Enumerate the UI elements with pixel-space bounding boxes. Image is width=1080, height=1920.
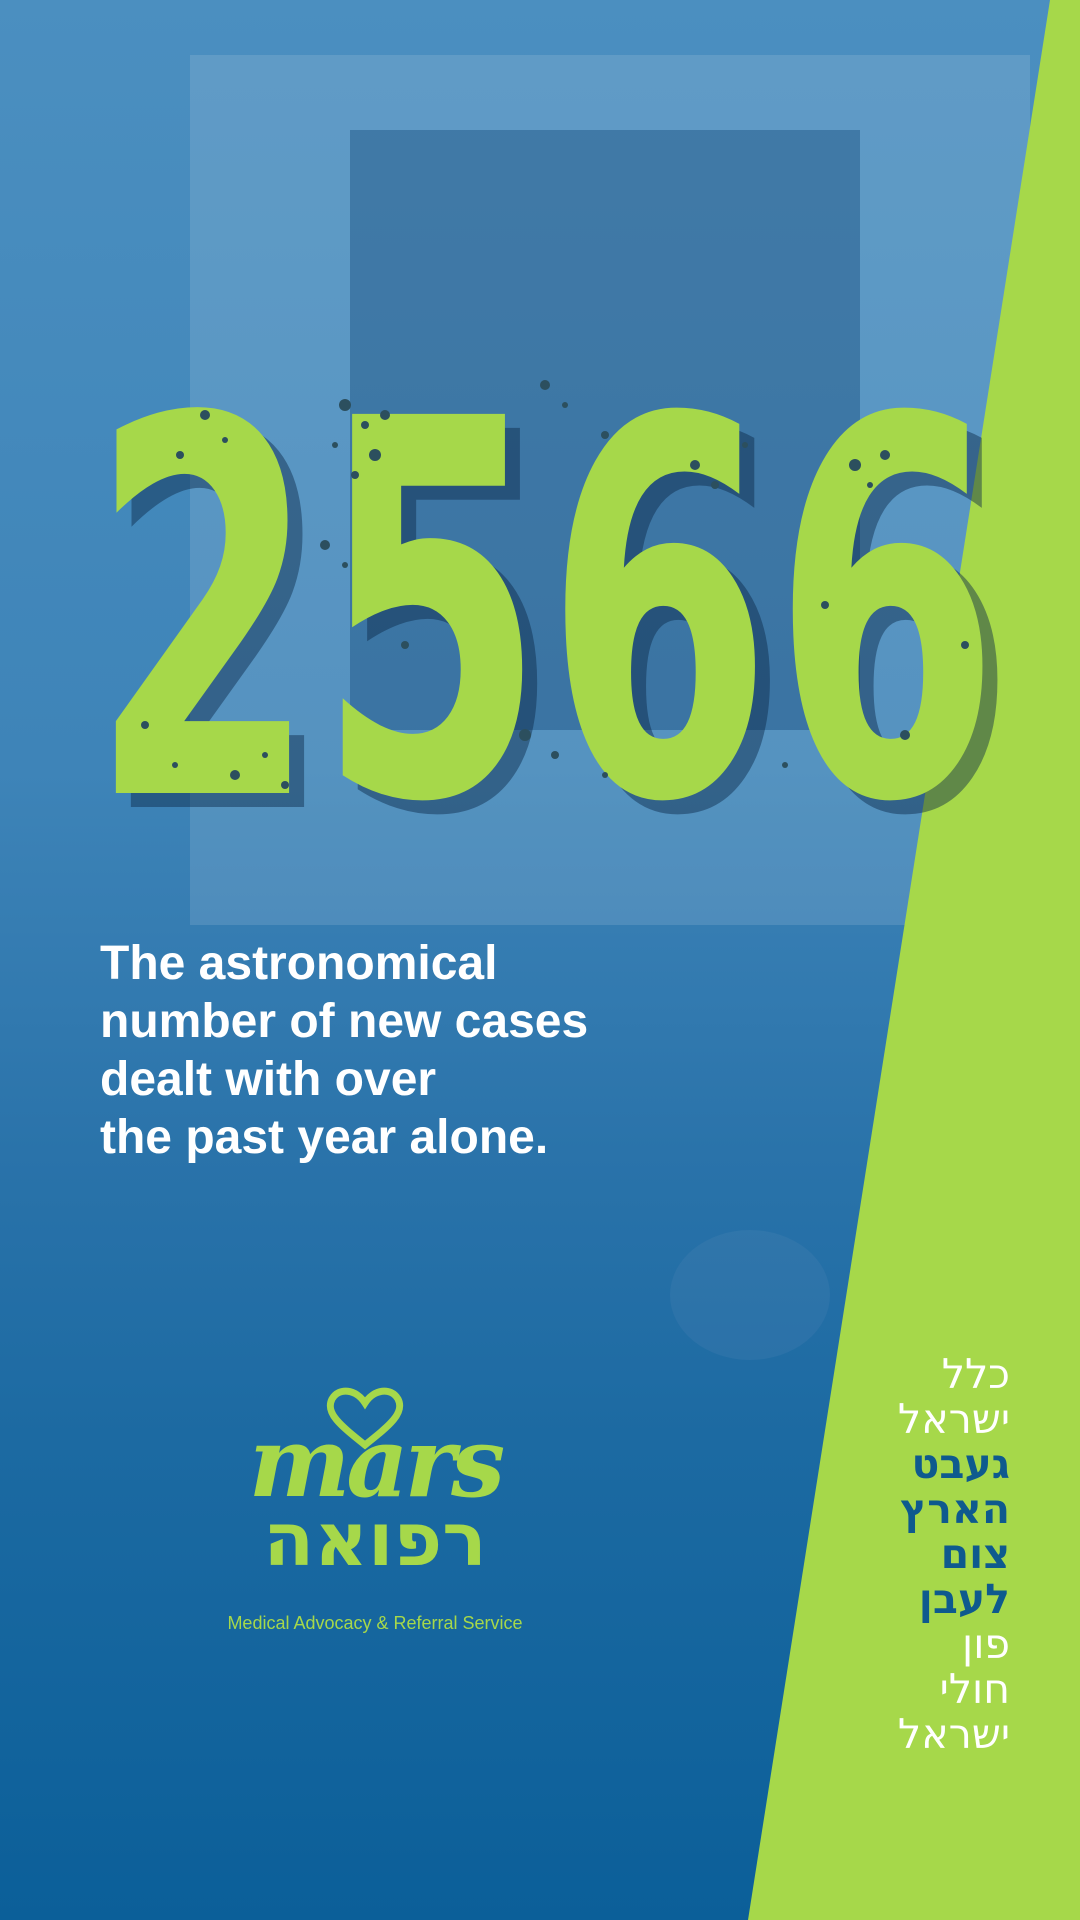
xray-lightbox [190, 55, 1030, 925]
caption-line: number of new cases [100, 995, 589, 1048]
logo-tagline: Medical Advocacy & Referral Service [227, 1613, 523, 1633]
slogan-line: ישראל [897, 1710, 1010, 1758]
brain-scan-film [350, 130, 860, 730]
headline-number: 2566 [90, 310, 1000, 916]
slogan-line: הארץ [900, 1485, 1010, 1533]
hebrew-slogan: כלל ישראל געבט הארץ צום לעבן פון חולי יש… [810, 1352, 1010, 1757]
caption-line: the past year alone. [100, 1111, 549, 1164]
slogan-line: ישראל [897, 1395, 1010, 1443]
slogan-line: לעבן [918, 1575, 1010, 1623]
headline-number-graphic: 2566 2566 [90, 310, 1015, 930]
slogan-line: כלל [941, 1350, 1010, 1398]
mars-refuah-logo: mars רפואה Medical Advocacy & Referral S… [215, 1385, 535, 1635]
caption-line: The astronomical [100, 937, 498, 990]
logo-wordmark: mars [248, 1406, 505, 1519]
slogan-line: צום [940, 1530, 1010, 1578]
logo-hebrew-word: רפואה [263, 1497, 487, 1583]
heart-icon [326, 1387, 404, 1450]
slogan-line: חולי [939, 1665, 1010, 1713]
number-speckles [141, 380, 969, 789]
slogan-line: געבט [911, 1440, 1010, 1488]
caption-line: dealt with over [100, 1053, 437, 1106]
hand-silhouette [670, 1230, 830, 1360]
slogan-line: פון [962, 1620, 1010, 1668]
headline-number-shadow: 2566 [105, 324, 1015, 930]
caption: The astronomical number of new cases dea… [100, 935, 680, 1167]
